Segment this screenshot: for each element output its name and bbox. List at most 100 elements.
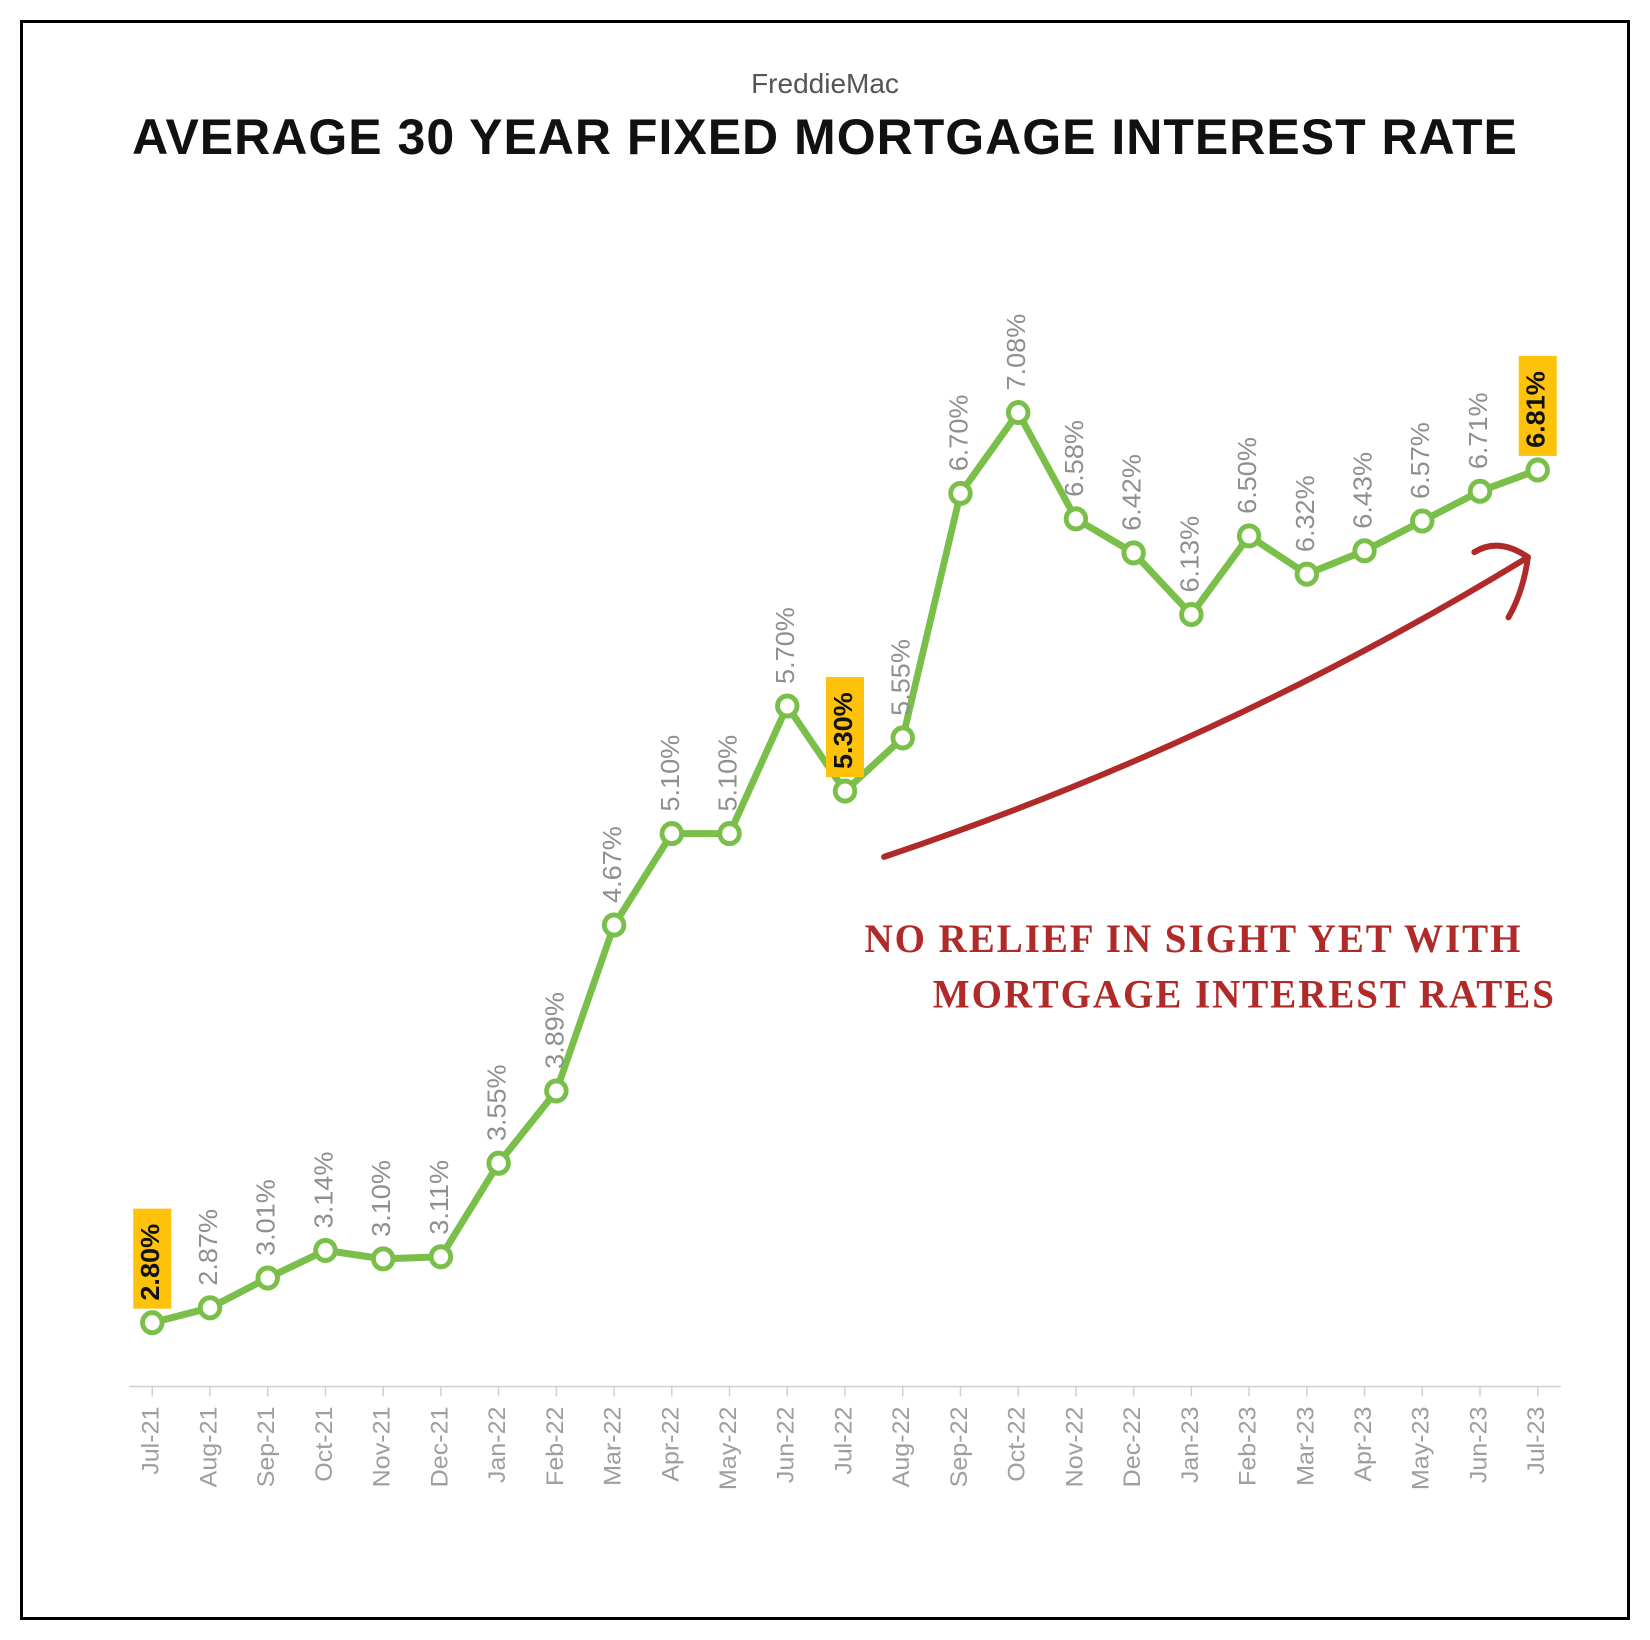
data-label: 5.55% xyxy=(886,639,916,716)
annotation-text-line1: NO RELIEF IN SIGHT YET WITH xyxy=(865,917,1523,962)
data-label-text: 5.55% xyxy=(886,639,916,716)
data-label-text: 3.01% xyxy=(251,1179,281,1256)
data-label-text: 6.42% xyxy=(1117,454,1147,531)
data-label: 6.57% xyxy=(1406,422,1436,499)
x-axis-label: Sep-21 xyxy=(253,1407,280,1488)
data-label-text: 5.10% xyxy=(655,735,685,812)
data-label-text: 6.50% xyxy=(1232,437,1262,514)
data-label: 6.58% xyxy=(1059,420,1089,497)
x-axis-label: May-23 xyxy=(1408,1407,1435,1491)
data-marker xyxy=(1124,543,1144,563)
data-label: 5.10% xyxy=(713,735,743,812)
data-label: 6.13% xyxy=(1175,516,1205,593)
x-axis-label: Jun-23 xyxy=(1466,1407,1493,1484)
data-label: 6.71% xyxy=(1463,392,1493,469)
data-marker xyxy=(489,1153,509,1173)
data-marker xyxy=(143,1313,163,1333)
data-label-text: 6.81% xyxy=(1521,371,1551,448)
data-marker xyxy=(316,1240,336,1260)
data-label: 6.43% xyxy=(1348,452,1378,529)
data-label-text: 5.70% xyxy=(771,607,801,684)
data-marker xyxy=(1239,526,1259,546)
data-label: 2.87% xyxy=(193,1209,223,1286)
data-marker xyxy=(373,1249,393,1269)
data-label-text: 4.67% xyxy=(597,826,627,903)
data-marker xyxy=(1470,481,1490,501)
x-axis-label: Feb-22 xyxy=(542,1407,569,1486)
data-label-text: 3.14% xyxy=(309,1152,339,1229)
chart-card: FreddieMac AVERAGE 30 YEAR FIXED MORTGAG… xyxy=(20,20,1630,1620)
data-label-text: 5.30% xyxy=(828,692,858,769)
data-label: 3.11% xyxy=(424,1160,454,1235)
annotation-text-line2: MORTGAGE INTEREST RATES xyxy=(933,972,1556,1017)
x-axis-label: Oct-22 xyxy=(1004,1407,1031,1482)
data-marker xyxy=(1528,460,1548,480)
data-label: 3.01% xyxy=(251,1179,281,1256)
data-label-highlight: 6.81% xyxy=(1519,356,1557,456)
x-axis-label: Jan-23 xyxy=(1177,1407,1204,1484)
data-label: 5.70% xyxy=(771,607,801,684)
x-axis-label: Apr-22 xyxy=(658,1407,685,1482)
data-label-text: 3.55% xyxy=(482,1064,512,1141)
line-chart: Jul-21Aug-21Sep-21Oct-21Nov-21Dec-21Jan-… xyxy=(123,243,1567,1557)
x-axis-label: Aug-22 xyxy=(888,1407,915,1488)
data-marker xyxy=(1355,541,1375,561)
data-label: 6.32% xyxy=(1290,475,1320,552)
x-axis-label: Mar-23 xyxy=(1293,1407,1320,1486)
chart-area: Jul-21Aug-21Sep-21Oct-21Nov-21Dec-21Jan-… xyxy=(123,243,1567,1557)
data-marker xyxy=(893,728,913,748)
data-marker xyxy=(1008,403,1028,423)
annotation-arrow xyxy=(884,557,1528,857)
data-label-text: 3.10% xyxy=(366,1160,396,1237)
data-label: 6.50% xyxy=(1232,437,1262,514)
x-axis-label: Dec-21 xyxy=(427,1407,454,1488)
data-marker xyxy=(662,824,682,844)
outer-frame: FreddieMac AVERAGE 30 YEAR FIXED MORTGAG… xyxy=(0,0,1650,1640)
x-axis-label: Jun-22 xyxy=(773,1407,800,1484)
chart-title: AVERAGE 30 YEAR FIXED MORTGAGE INTEREST … xyxy=(23,108,1627,166)
data-label-text: 7.08% xyxy=(1001,314,1031,391)
x-axis-label: Oct-21 xyxy=(311,1407,338,1482)
x-axis-label: Apr-23 xyxy=(1350,1407,1377,1482)
data-label-text: 2.87% xyxy=(193,1209,223,1286)
data-label-text: 6.71% xyxy=(1463,392,1493,469)
data-marker xyxy=(200,1298,220,1318)
data-label: 6.42% xyxy=(1117,454,1147,531)
data-label-text: 2.80% xyxy=(136,1224,166,1301)
data-marker xyxy=(604,915,624,935)
data-label: 5.10% xyxy=(655,735,685,812)
data-marker xyxy=(835,781,855,801)
x-axis-label: Sep-22 xyxy=(946,1407,973,1488)
source-label: FreddieMac xyxy=(23,68,1627,100)
data-label: 6.70% xyxy=(944,395,974,472)
data-marker xyxy=(1182,605,1202,625)
data-marker xyxy=(778,696,798,716)
data-label-highlight: 2.80% xyxy=(133,1209,171,1309)
data-label-text: 6.57% xyxy=(1406,422,1436,499)
x-axis-label: Mar-22 xyxy=(600,1407,627,1486)
data-label-text: 6.58% xyxy=(1059,420,1089,497)
data-label-text: 6.70% xyxy=(944,395,974,472)
data-label-text: 3.89% xyxy=(540,992,570,1069)
data-marker xyxy=(1066,509,1086,529)
data-label-text: 6.32% xyxy=(1290,475,1320,552)
x-axis-label: Jan-22 xyxy=(484,1407,511,1484)
data-marker xyxy=(547,1081,567,1101)
data-marker xyxy=(1413,511,1433,531)
data-label: 3.89% xyxy=(540,992,570,1069)
x-axis-label: Jul-22 xyxy=(831,1407,858,1475)
x-axis-label: Aug-21 xyxy=(196,1407,223,1488)
data-marker xyxy=(720,824,740,844)
x-axis-label: Nov-22 xyxy=(1062,1407,1089,1488)
data-label-text: 3.11% xyxy=(424,1160,454,1235)
data-label: 3.10% xyxy=(366,1160,396,1237)
x-axis-label: May-22 xyxy=(715,1407,742,1491)
data-marker xyxy=(1297,564,1317,584)
x-axis-label: Jul-23 xyxy=(1523,1407,1550,1475)
x-axis-label: Feb-23 xyxy=(1235,1407,1262,1486)
data-marker xyxy=(431,1247,451,1267)
data-marker xyxy=(951,483,971,503)
rate-line xyxy=(152,413,1537,1323)
x-axis-label: Dec-22 xyxy=(1119,1407,1146,1488)
data-label: 7.08% xyxy=(1001,314,1031,391)
